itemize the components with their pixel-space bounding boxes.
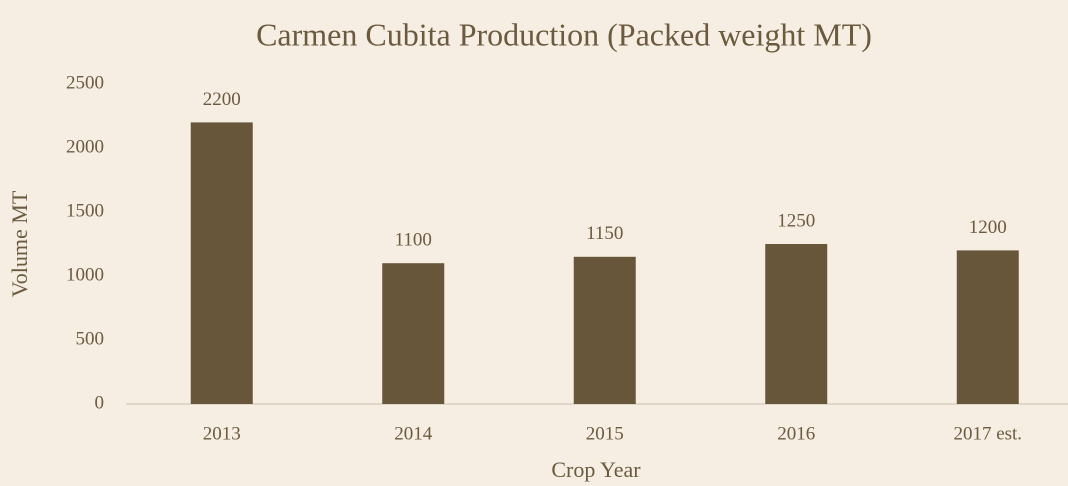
bar	[190, 122, 253, 405]
data-label: 1250	[777, 210, 815, 231]
x-tick-label: 2016	[777, 423, 815, 444]
data-label: 1200	[969, 217, 1007, 238]
bar	[956, 250, 1019, 404]
data-label: 1150	[586, 223, 623, 244]
y-tick-label: 0	[95, 392, 105, 413]
bar	[765, 244, 828, 404]
chart-title: Carmen Cubita Production (Packed weight …	[256, 16, 872, 52]
y-tick-label: 2000	[66, 136, 104, 157]
data-label: 1100	[395, 230, 432, 251]
x-tick-label: 2013	[203, 423, 241, 444]
y-tick-label: 2500	[66, 72, 104, 93]
y-axis-label: Volume MT	[7, 190, 32, 297]
x-tick-label: 2015	[586, 423, 624, 444]
y-tick-label: 500	[76, 328, 105, 349]
y-tick-label: 1500	[66, 200, 104, 221]
y-tick-label: 1000	[66, 264, 104, 285]
x-tick-label: 2014	[394, 423, 433, 444]
x-axis-label: Crop Year	[551, 457, 641, 482]
bar	[573, 256, 636, 404]
data-label: 2200	[203, 89, 241, 110]
bar	[382, 263, 445, 404]
x-tick-label: 2017 est.	[953, 423, 1022, 444]
